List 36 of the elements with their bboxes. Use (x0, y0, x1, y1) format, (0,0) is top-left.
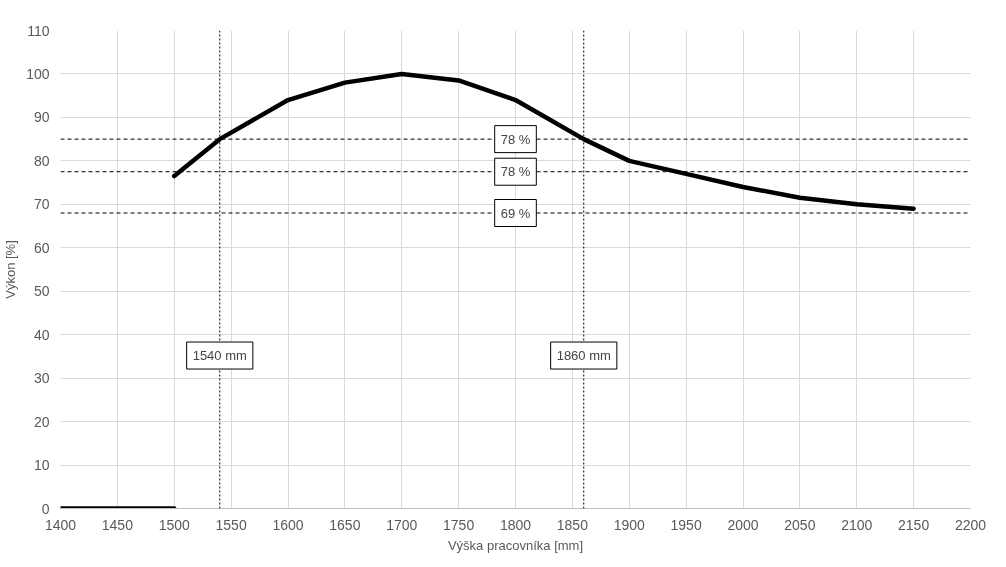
y-axis-title: Výkon [%] (3, 240, 19, 299)
x-tick-label: 1750 (443, 516, 475, 533)
annotation: 78 % (500, 164, 531, 180)
x-tick-label: 1800 (499, 516, 532, 533)
x-tick-label: 1700 (386, 516, 418, 533)
y-tick-label: 110 (27, 22, 50, 39)
x-tick-label: 1550 (215, 516, 247, 533)
x-tick-label: 2200 (954, 516, 987, 533)
y-tick-label: 40 (33, 326, 50, 343)
x-tick-label: 1900 (613, 516, 646, 533)
annotation: 78 % (500, 131, 531, 147)
x-tick-label: 1450 (101, 516, 134, 533)
x-tick-label: 1850 (556, 516, 589, 533)
y-tick-label: 100 (26, 65, 50, 82)
y-tick-label: 20 (33, 413, 50, 430)
ref-line-label: 1860 mm (556, 348, 611, 364)
y-tick-label: 0 (41, 500, 50, 517)
y-tick-label: 30 (33, 370, 50, 387)
x-axis-title: Výška pracovníka [mm] (447, 537, 584, 553)
x-tick-label: 1650 (329, 516, 361, 533)
y-tick-label: 90 (33, 109, 50, 126)
ref-line-label: 1540 mm (192, 348, 247, 364)
y-tick-label: 80 (33, 152, 50, 169)
y-tick-label: 60 (33, 239, 50, 256)
x-tick-label: 2050 (784, 516, 816, 533)
x-tick-label: 1600 (272, 516, 304, 533)
x-tick-label: 1500 (158, 516, 191, 533)
x-tick-label: 1400 (44, 516, 77, 533)
annotation: 69 % (500, 205, 531, 221)
x-tick-label: 1950 (670, 516, 702, 533)
y-tick-label: 10 (33, 457, 50, 474)
y-tick-label: 70 (33, 196, 50, 213)
x-tick-label: 2000 (727, 516, 759, 533)
x-tick-label: 2100 (841, 516, 873, 533)
x-tick-label: 2150 (898, 516, 930, 533)
y-tick-label: 50 (33, 283, 50, 300)
